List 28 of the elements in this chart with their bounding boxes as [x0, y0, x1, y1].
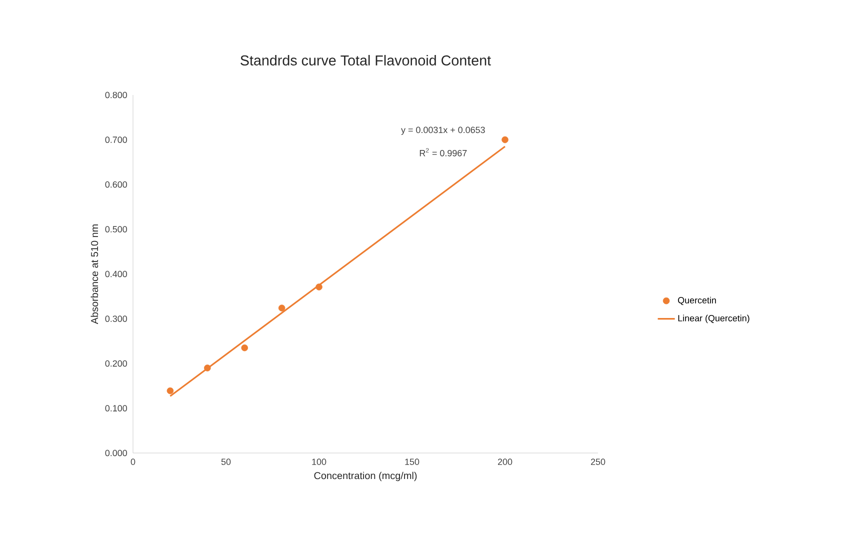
y-tick-label: 0.800: [105, 92, 128, 98]
point: [241, 344, 248, 352]
x-tick-label: 250: [590, 458, 606, 465]
y-tick-label: 0.600: [105, 181, 128, 188]
y-axis-title: Absorbance at 510 nm: [90, 224, 98, 324]
y-tick-label: 0.000: [105, 450, 128, 456]
legend-label: Quercetin: [678, 296, 716, 306]
point: [278, 304, 286, 312]
annotation: R$^{2}$ = 0.9967: [420, 148, 467, 156]
x-tick-label: 100: [312, 458, 326, 465]
x-tick-label: 150: [405, 458, 420, 465]
point: [204, 364, 211, 372]
x-tick-label: 50: [221, 458, 231, 465]
legend-label: Linear (Quercetin): [678, 314, 750, 324]
chart-title: Standrds curve Total Flavonoid Content: [240, 54, 491, 66]
x-tick-label: 200: [498, 458, 512, 465]
point: [166, 387, 174, 394]
annotation: y = 0.0031x + 0.0653: [401, 126, 485, 135]
point: [316, 284, 322, 290]
y-tick-label: 0.400: [105, 270, 128, 278]
x-tick-label: 0: [130, 458, 136, 465]
y-tick-label: 0.200: [105, 360, 128, 367]
y-tick-label: 0.500: [105, 226, 128, 232]
y-tick-label: 0.100: [105, 405, 128, 412]
y-tick-label: 0.700: [105, 136, 128, 143]
x-axis-title: Concentration (mcg/ml): [314, 472, 417, 482]
point: [502, 136, 508, 144]
y-tick-label: 0.300: [105, 316, 128, 322]
